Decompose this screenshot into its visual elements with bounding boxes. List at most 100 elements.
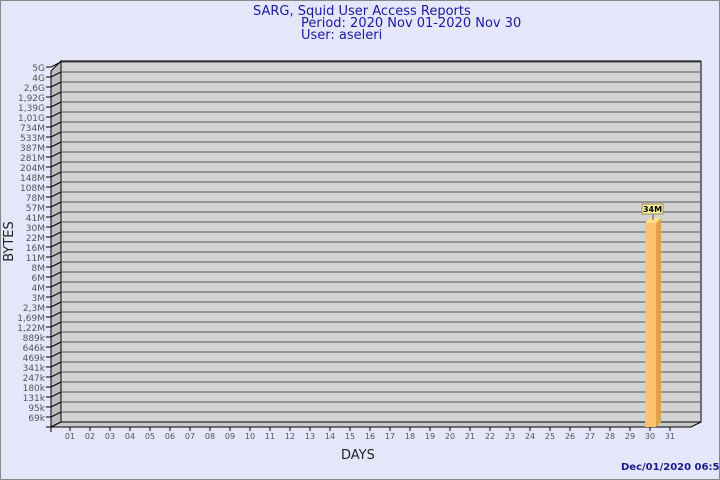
y-tick-label: 180k xyxy=(23,384,46,394)
y-tick-label: 469k xyxy=(23,354,46,364)
x-tick-label: 20 xyxy=(445,432,455,441)
x-tick-label: 13 xyxy=(305,432,315,441)
y-tick-depth xyxy=(50,71,62,78)
bar-top xyxy=(645,217,661,223)
y-tick-depth xyxy=(50,131,62,138)
bar-label-box xyxy=(641,203,664,215)
y-tick-depth xyxy=(50,311,62,318)
x-tick-label: 28 xyxy=(605,432,615,441)
x-tick-label: 27 xyxy=(585,432,595,441)
x-tick-label: 03 xyxy=(105,432,115,441)
y-tick-depth xyxy=(50,191,62,198)
x-tick-label: 08 xyxy=(205,432,215,441)
y-tick-label: 78M xyxy=(26,194,45,204)
y-tick-depth xyxy=(50,201,62,208)
bar-side xyxy=(656,217,661,427)
x-tick-label: 15 xyxy=(345,432,355,441)
x-tick-label: 30 xyxy=(645,432,655,441)
y-tick-label: 341k xyxy=(23,364,46,374)
y-tick-label: 4G xyxy=(32,74,45,84)
y-tick-label: 247k xyxy=(23,374,46,384)
x-tick-label: 29 xyxy=(625,432,635,441)
x-tick-label: 19 xyxy=(425,432,435,441)
y-tick-depth xyxy=(50,101,62,108)
x-tick-label: 11 xyxy=(265,432,275,441)
y-tick-label: 148M xyxy=(20,174,45,184)
y-tick-label: 281M xyxy=(20,154,45,164)
y-tick-label: 11M xyxy=(26,254,45,264)
y-tick-label: 69k xyxy=(28,414,45,424)
y-tick-depth xyxy=(50,231,62,238)
bar-value-label: 34M xyxy=(643,205,662,214)
y-tick-label: 41M xyxy=(26,214,45,224)
x-tick-label: 04 xyxy=(125,432,135,441)
y-tick-label: 734M xyxy=(20,124,45,134)
x-tick-label: 17 xyxy=(385,432,395,441)
y-tick-label: 2,6G xyxy=(24,84,45,94)
y-tick-label: 5G xyxy=(32,64,45,74)
y-tick-label: 22M xyxy=(26,234,45,244)
y-tick-label: 1,39G xyxy=(18,104,45,114)
y-tick-label: 204M xyxy=(20,164,45,174)
y-tick-depth xyxy=(50,381,62,388)
y-tick-label: 1,01G xyxy=(18,114,45,124)
y-tick-label: 57M xyxy=(26,204,45,214)
y-tick-depth xyxy=(50,301,62,308)
y-tick-depth xyxy=(50,261,62,268)
y-tick-depth xyxy=(50,331,62,338)
y-tick-depth xyxy=(50,171,62,178)
y-tick-depth xyxy=(50,161,62,168)
y-tick-depth xyxy=(50,211,62,218)
x-tick-label: 07 xyxy=(185,432,195,441)
x-tick-label: 23 xyxy=(505,432,515,441)
x-tick-label: 10 xyxy=(245,432,255,441)
y-tick-label: 30M xyxy=(26,224,45,234)
x-tick-label: 02 xyxy=(85,432,95,441)
chart-user: User: aseleri xyxy=(301,28,383,43)
y-tick-label: 646k xyxy=(23,344,46,354)
y-tick-label: 6M xyxy=(32,274,46,284)
x-tick-label: 31 xyxy=(665,432,675,441)
y-tick-label: 1,22M xyxy=(17,324,45,334)
y-tick-label: 889k xyxy=(23,334,46,344)
y-tick-label: 387M xyxy=(20,144,45,154)
y-tick-depth xyxy=(50,81,62,88)
x-tick-label: 05 xyxy=(145,432,155,441)
y-tick-label: 16M xyxy=(26,244,45,254)
y-tick-label: 533M xyxy=(20,134,45,144)
y-tick-depth xyxy=(50,361,62,368)
y-tick-depth xyxy=(50,321,62,328)
y-tick-label: 1,92G xyxy=(18,94,45,104)
y-tick-depth xyxy=(50,411,62,418)
y-tick-depth xyxy=(50,111,62,118)
y-tick-depth xyxy=(50,351,62,358)
y-tick-depth xyxy=(50,91,62,98)
y-tick-depth xyxy=(50,371,62,378)
x-tick-label: 24 xyxy=(525,432,535,441)
x-tick-label: 22 xyxy=(485,432,495,441)
bar-front xyxy=(645,222,656,427)
y-tick-depth xyxy=(50,141,62,148)
x-tick-label: 21 xyxy=(465,432,475,441)
y-tick-depth xyxy=(50,181,62,188)
y-tick-label: 4M xyxy=(32,284,46,294)
timestamp: Dec/01/2020 06:53 xyxy=(621,462,720,473)
bar: 34M xyxy=(641,203,664,427)
y-tick-depth xyxy=(50,221,62,228)
y-tick-label: 131k xyxy=(23,394,46,404)
x-tick-label: 18 xyxy=(405,432,415,441)
y-tick-depth xyxy=(50,271,62,278)
x-tick-label: 26 xyxy=(565,432,575,441)
y-tick-label: 108M xyxy=(20,184,45,194)
y-tick-depth xyxy=(50,251,62,258)
x-tick-label: 06 xyxy=(165,432,175,441)
y-tick-depth xyxy=(50,61,62,68)
y-tick-depth xyxy=(50,281,62,288)
x-tick-label: 09 xyxy=(225,432,235,441)
chart-period: Period: 2020 Nov 01-2020 Nov 30 xyxy=(301,16,522,31)
y-tick-depth xyxy=(50,401,62,408)
y-tick-label: 3M xyxy=(32,294,46,304)
x-tick-label: 12 xyxy=(285,432,295,441)
